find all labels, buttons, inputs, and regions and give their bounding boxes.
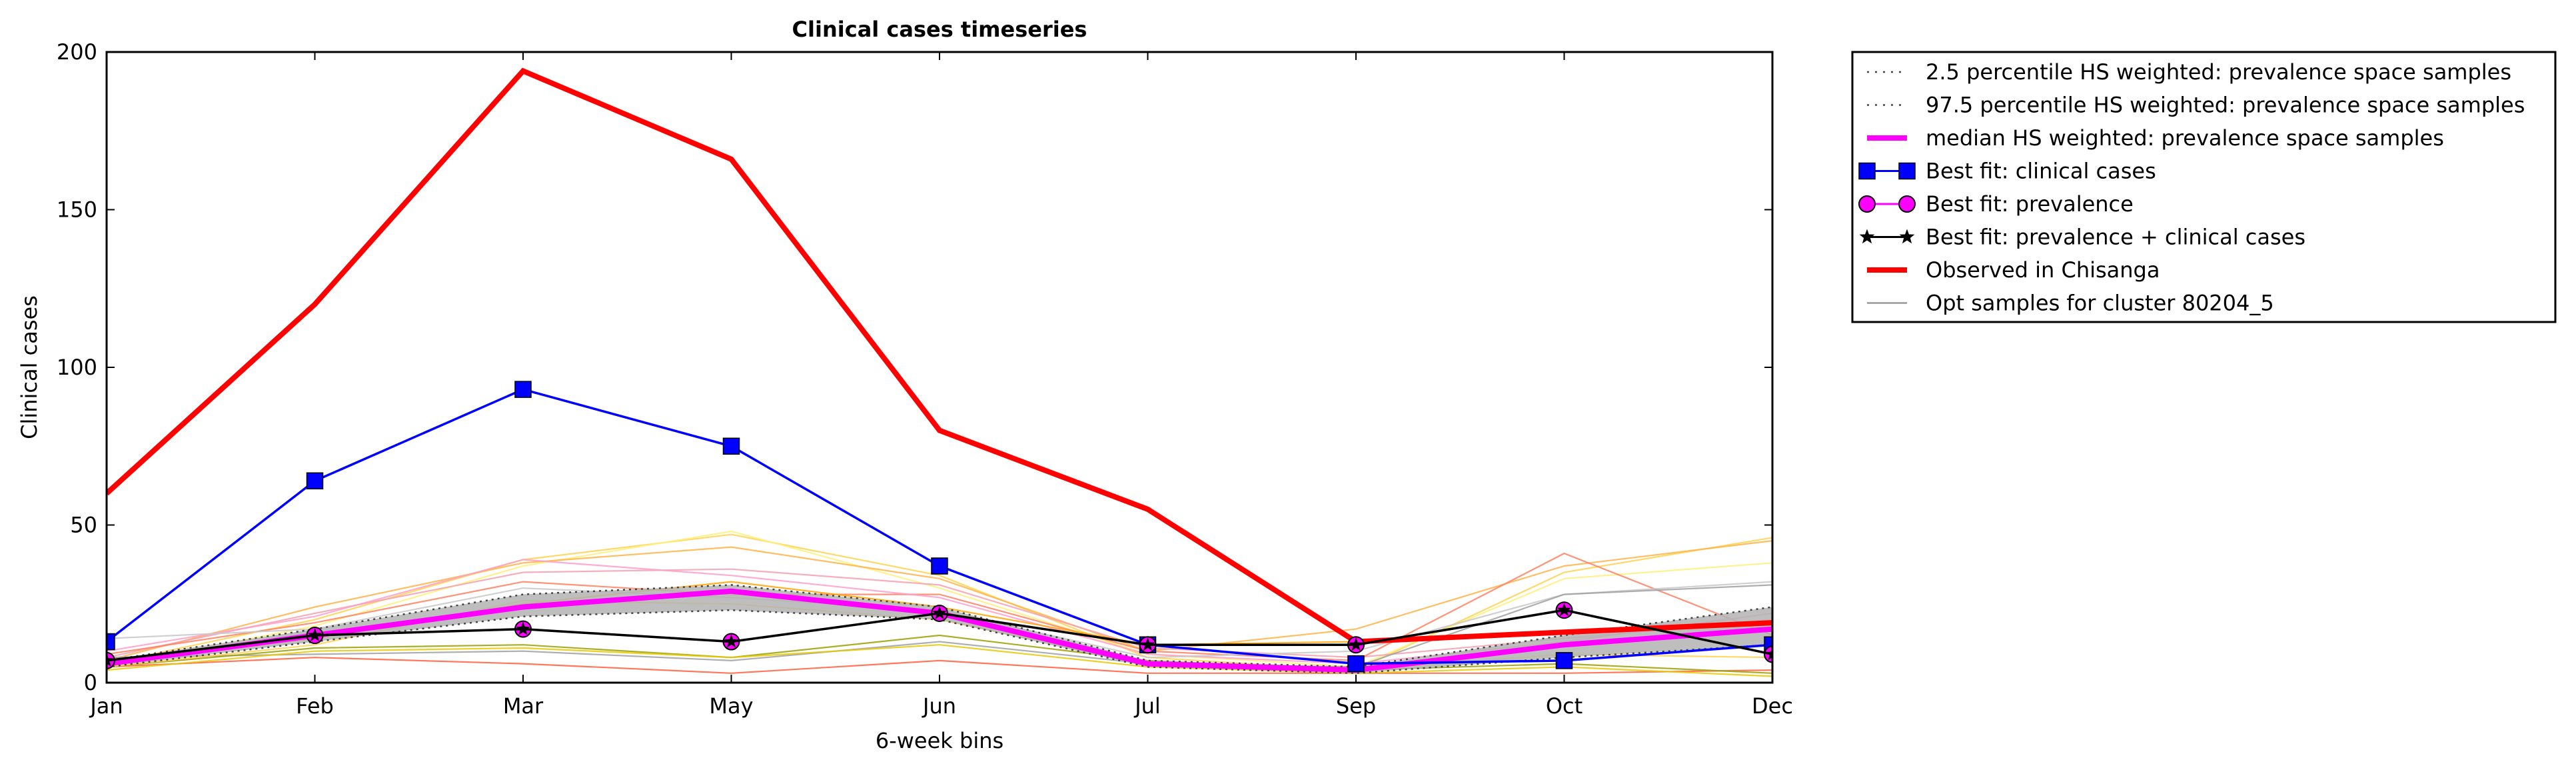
observed-line — [107, 67, 1772, 645]
best-fit-both-point-sep — [1349, 637, 1363, 651]
legend-label-percentile-2-5: 2.5 percentile HS weighted: prevalence s… — [1926, 59, 2511, 85]
best-fit-both-point-feb — [308, 628, 322, 641]
opt-sample-line-5 — [107, 552, 1772, 662]
x-tick-label-jul: Jul — [1133, 693, 1161, 719]
best-fit-both-point-mar — [516, 621, 530, 635]
legend-entry-opt-samples: Opt samples for cluster 80204_5 — [1867, 291, 2274, 316]
legend-entry-observed: Observed in Chisanga — [1867, 257, 2160, 283]
legend-marker-best-fit-clinical-1 — [1898, 162, 1916, 180]
x-tick-label-mar: Mar — [503, 693, 544, 719]
y-tick-label-200: 200 — [57, 39, 97, 65]
x-tick-label-jun: Jun — [922, 693, 956, 719]
legend-marker-best-fit-both-1 — [1899, 229, 1915, 244]
best-fit-clinical-point-mar — [514, 381, 532, 398]
legend-entry-median: median HS weighted: prevalence space sam… — [1867, 125, 2444, 151]
legend-label-percentile-97-5: 97.5 percentile HS weighted: prevalence … — [1926, 93, 2525, 118]
legend-label-opt-samples: Opt samples for cluster 80204_5 — [1926, 291, 2274, 316]
legend-entry-percentile-97-5: 97.5 percentile HS weighted: prevalence … — [1867, 93, 2525, 118]
best-fit-clinical-point-jan — [107, 633, 115, 651]
legend: 2.5 percentile HS weighted: prevalence s… — [1851, 51, 2557, 323]
axes: Jan Feb Mar May Jun Jul Sep Oct Dec 0 50 100 150 200 — [57, 39, 1793, 719]
plot-area — [107, 67, 1772, 677]
x-tick-label-feb: Feb — [296, 693, 334, 719]
legend-marker-best-fit-prevalence-0 — [1858, 195, 1876, 213]
best-fit-clinical-point-feb — [306, 472, 324, 490]
legend-label-best-fit-both: Best fit: prevalence + clinical cases — [1926, 225, 2305, 250]
y-tick-label-100: 100 — [57, 355, 97, 380]
legend-entry-best-fit-clinical: Best fit: clinical cases — [1858, 159, 2156, 184]
best-fit-clinical-point-oct — [1555, 652, 1573, 669]
opt-sample-line-12 — [107, 644, 1772, 677]
best-fit-both-point-dec — [1765, 647, 1772, 661]
legend-label-observed: Observed in Chisanga — [1926, 257, 2160, 283]
legend-marker-best-fit-clinical-0 — [1858, 162, 1876, 180]
legend-label-best-fit-prevalence: Best fit: prevalence — [1926, 191, 2134, 217]
y-tick-label-50: 50 — [70, 513, 97, 538]
opt-sample-line-10 — [107, 584, 1772, 668]
x-tick-label-jan: Jan — [89, 693, 123, 719]
best-fit-clinical-point-may — [722, 437, 740, 455]
legend-box — [1851, 51, 2557, 323]
plot-series-group — [107, 67, 1772, 677]
opt-sample-line-11 — [107, 634, 1772, 674]
chart-title: Clinical cases timeseries — [792, 17, 1087, 42]
legend-marker-best-fit-prevalence-1 — [1898, 195, 1916, 213]
opt-sample-line-4 — [107, 568, 1772, 659]
legend-entry-best-fit-prevalence: Best fit: prevalence — [1858, 191, 2134, 217]
opt-sample-line-3 — [107, 540, 1772, 661]
best-fit-clinical-point-sep — [1347, 655, 1365, 673]
best-fit-both-point-may — [724, 634, 738, 648]
y-tick-label-0: 0 — [84, 670, 97, 695]
x-tick-label-oct: Oct — [1546, 693, 1583, 719]
x-tick-label-may: May — [709, 693, 753, 719]
best-fit-both-point-jul — [1141, 637, 1155, 651]
legend-label-median: median HS weighted: prevalence space sam… — [1926, 125, 2444, 151]
opt-sample-line-7 — [107, 657, 1772, 674]
legend-entry-best-fit-both: Best fit: prevalence + clinical cases — [1859, 225, 2305, 250]
legend-label-best-fit-clinical: Best fit: clinical cases — [1926, 159, 2156, 184]
opt-sample-line-2 — [107, 530, 1772, 668]
x-tick-label-dec: Dec — [1752, 693, 1793, 719]
best-fit-both-point-oct — [1557, 603, 1571, 617]
legend-entry-percentile-2-5: 2.5 percentile HS weighted: prevalence s… — [1867, 59, 2511, 85]
best-fit-both-point-jan — [107, 653, 114, 667]
y-tick-label-150: 150 — [57, 197, 97, 223]
legend-marker-best-fit-both-0 — [1859, 229, 1875, 244]
best-fit-clinical-point-jun — [931, 557, 948, 575]
y-axis-label: Clinical cases — [17, 295, 42, 439]
best-fit-both-point-jun — [932, 605, 947, 619]
x-axis-label: 6-week bins — [876, 728, 1003, 753]
x-tick-label-sep: Sep — [1336, 693, 1376, 719]
